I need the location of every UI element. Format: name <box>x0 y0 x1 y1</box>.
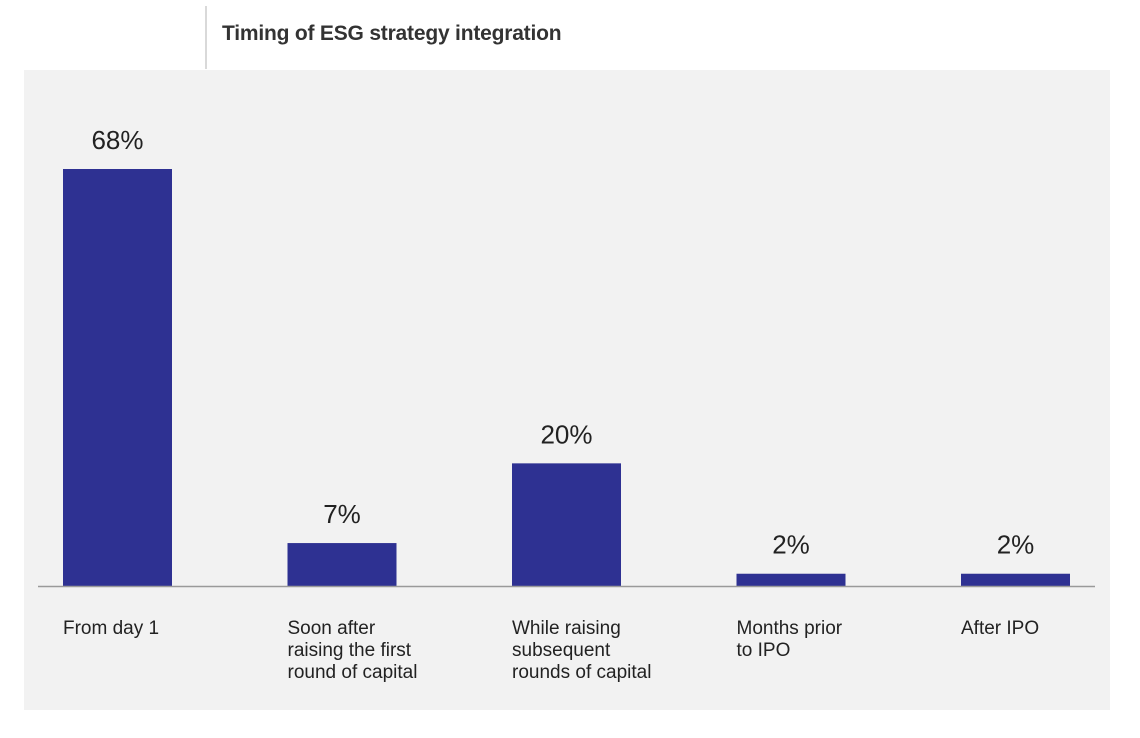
category-label-3: While raising subsequent rounds of capital <box>512 618 651 683</box>
value-label-1: 68% <box>91 125 143 155</box>
chart-panel <box>24 70 1110 710</box>
category-label-line: Soon after <box>288 618 376 639</box>
value-label-4: 2% <box>772 530 810 560</box>
bar-4 <box>736 573 846 586</box>
bar-1 <box>63 169 172 586</box>
category-label-1: From day 1 <box>63 618 159 639</box>
chart-title: Timing of ESG strategy integration <box>222 22 562 45</box>
bar-3 <box>512 463 621 586</box>
category-label-line: raising the first <box>288 640 412 661</box>
value-label-2: 7% <box>323 499 361 529</box>
category-label-line: From day 1 <box>63 618 159 639</box>
category-label-line: Months prior <box>737 618 843 639</box>
category-label-line: to IPO <box>737 640 791 661</box>
category-label-2: Soon after raising the first round of capi… <box>288 618 418 683</box>
category-label-5: After IPO <box>961 618 1039 639</box>
category-label-line: round of capital <box>288 662 418 683</box>
bar-5 <box>961 573 1070 586</box>
category-label-line: While raising <box>512 618 621 639</box>
title-divider <box>205 6 207 69</box>
category-label-line: rounds of capital <box>512 662 651 683</box>
value-label-3: 20% <box>540 419 592 449</box>
category-label-4: Months prior to IPO <box>737 618 843 661</box>
category-label-line: subsequent <box>512 640 611 661</box>
bar-2 <box>287 543 397 586</box>
value-label-5: 2% <box>997 530 1035 560</box>
category-label-line: After IPO <box>961 618 1039 639</box>
